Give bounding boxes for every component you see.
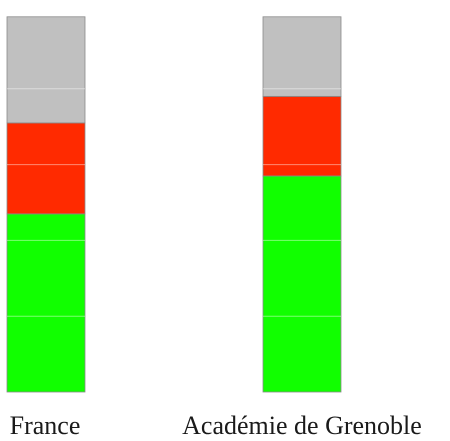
bar-segment-academie-de-grenoble-2 <box>262 16 342 97</box>
category-labels: France Académie de Grenoble <box>10 411 422 440</box>
category-label-france: France <box>10 411 81 440</box>
category-label-academie-de-grenoble: Académie de Grenoble <box>182 411 422 440</box>
gridlines <box>7 88 341 317</box>
bar-segment-france-1 <box>6 122 86 215</box>
bar-segment-france-0 <box>6 213 86 393</box>
bar-segment-academie-de-grenoble-0 <box>262 175 342 393</box>
bar-segment-france-2 <box>6 16 86 124</box>
bar-segment-academie-de-grenoble-1 <box>262 95 342 177</box>
bars <box>6 16 342 393</box>
